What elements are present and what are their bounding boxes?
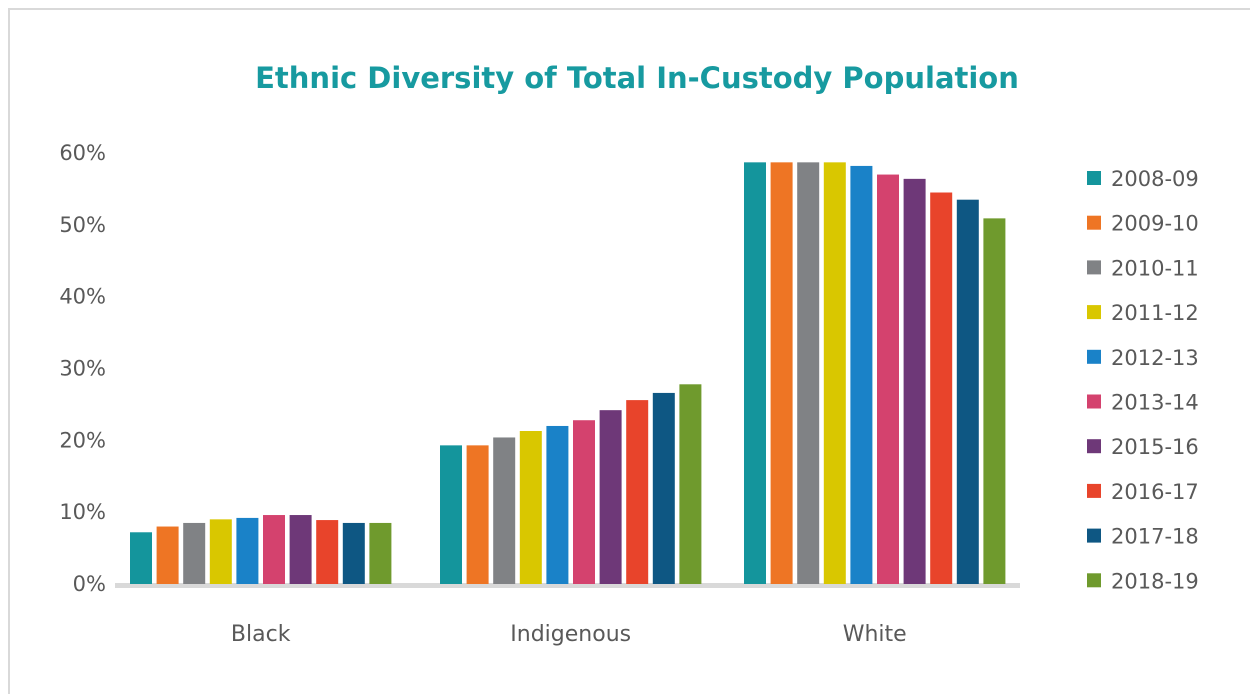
legend-swatch <box>1087 349 1101 364</box>
bar <box>877 174 899 585</box>
bar <box>573 420 595 584</box>
bar <box>263 515 285 584</box>
legend-label: 2009-10 <box>1111 212 1199 236</box>
bar <box>652 392 675 584</box>
bar <box>983 218 1006 584</box>
legend-swatch <box>1087 260 1101 275</box>
bar <box>770 162 793 585</box>
y-axis: 0% 10% 20% 30% 40% 50% 60% <box>59 141 1020 596</box>
bar <box>130 532 152 584</box>
bar <box>546 425 569 584</box>
bar <box>519 430 542 584</box>
y-tick-label: 0% <box>73 572 106 596</box>
bar <box>956 199 979 585</box>
y-tick-label: 30% <box>59 357 106 381</box>
legend-swatch <box>1087 439 1101 454</box>
x-axis-line <box>115 583 1020 588</box>
bar <box>236 517 259 584</box>
bar <box>903 178 926 585</box>
legend-swatch <box>1087 215 1101 230</box>
bar <box>823 162 846 585</box>
bar <box>183 522 206 584</box>
legend-label: 2016-17 <box>1111 480 1199 504</box>
legend-label: 2015-16 <box>1111 435 1199 459</box>
bar <box>493 437 516 584</box>
y-tick-label: 40% <box>59 285 106 309</box>
y-tick-label: 60% <box>59 141 106 165</box>
y-tick-label: 20% <box>59 428 106 452</box>
y-tick-label: 10% <box>59 500 106 524</box>
legend-label: 2011-12 <box>1111 301 1199 325</box>
bar <box>440 445 462 584</box>
legend-swatch <box>1087 305 1101 320</box>
legend-label: 2008-09 <box>1111 167 1199 191</box>
bar <box>744 162 766 585</box>
bar <box>626 400 649 584</box>
bar <box>316 520 339 584</box>
legend-label: 2013-14 <box>1111 391 1199 415</box>
y-tick-label: 50% <box>59 213 106 237</box>
bar <box>797 162 820 585</box>
legend-swatch <box>1087 528 1101 543</box>
bar <box>369 522 392 584</box>
bar <box>466 445 489 584</box>
category-label: White <box>843 622 907 647</box>
bars <box>130 162 1006 585</box>
bar <box>930 192 953 584</box>
x-axis: Black Indigenous White <box>231 622 907 647</box>
legend-label: 2018-19 <box>1111 569 1199 593</box>
category-label: Indigenous <box>510 622 631 647</box>
legend-label: 2017-18 <box>1111 525 1199 549</box>
bar <box>209 519 232 584</box>
chart-title: Ethnic Diversity of Total In-Custody Pop… <box>255 61 1019 95</box>
legend-swatch <box>1087 394 1101 409</box>
legend-label: 2010-11 <box>1111 256 1199 280</box>
bar <box>289 515 312 584</box>
legend-label: 2012-13 <box>1111 346 1199 370</box>
bar <box>342 522 365 584</box>
bar <box>679 384 702 584</box>
legend-swatch <box>1087 171 1101 185</box>
legend-swatch <box>1087 483 1101 498</box>
bar <box>156 526 179 584</box>
bar <box>850 165 873 584</box>
legend-swatch <box>1087 573 1101 588</box>
bar <box>599 410 622 584</box>
category-label: Black <box>231 622 291 647</box>
legend: 2008-09 2009-10 2010-11 2011-12 2012-13 2013-… <box>1087 167 1199 593</box>
